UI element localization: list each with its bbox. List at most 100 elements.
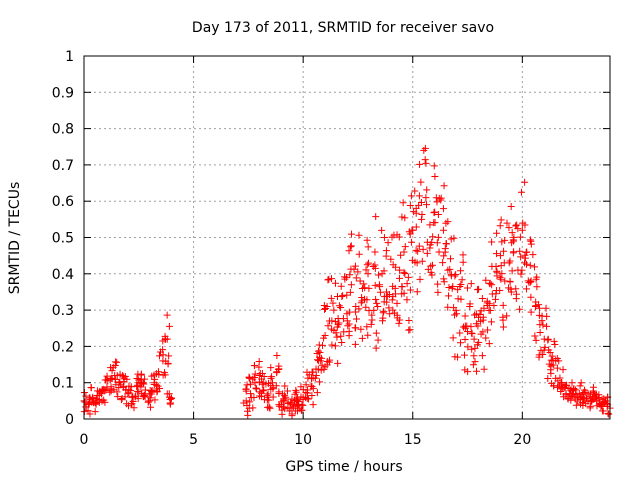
data-point — [503, 312, 511, 320]
data-point — [163, 311, 171, 319]
data-point — [338, 338, 346, 346]
data-point — [333, 333, 341, 341]
data-point — [531, 302, 539, 310]
data-point — [152, 381, 160, 389]
data-point — [392, 263, 400, 271]
data-point — [431, 208, 439, 216]
data-point — [161, 371, 169, 379]
data-point — [397, 251, 405, 259]
data-point — [268, 373, 276, 381]
data-point — [471, 344, 479, 352]
data-point — [543, 312, 551, 320]
data-point — [570, 384, 578, 392]
data-point — [376, 283, 384, 291]
data-point — [341, 275, 349, 283]
data-point — [484, 326, 492, 334]
data-point — [553, 364, 561, 372]
data-point — [447, 235, 455, 243]
data-point — [457, 267, 465, 275]
data-point — [466, 302, 474, 310]
data-point — [144, 398, 152, 406]
data-point — [418, 257, 426, 265]
data-point — [444, 303, 452, 311]
data-point — [416, 275, 424, 283]
data-point — [451, 272, 459, 280]
data-point — [267, 374, 275, 382]
data-point — [478, 352, 486, 360]
data-point — [308, 391, 316, 399]
data-point — [249, 404, 257, 412]
data-point — [102, 386, 110, 394]
data-point — [324, 276, 332, 284]
chart-title: Day 173 of 2011, SRMTID for receiver sav… — [192, 20, 494, 36]
data-point — [418, 215, 426, 223]
data-point — [364, 331, 372, 339]
data-point — [415, 201, 423, 209]
data-point — [468, 330, 476, 338]
data-point — [251, 370, 259, 378]
data-point — [448, 284, 456, 292]
data-point — [328, 325, 336, 333]
data-point — [108, 367, 116, 375]
data-point — [401, 214, 409, 222]
data-point — [141, 386, 149, 394]
data-point — [281, 405, 289, 413]
data-point — [437, 194, 445, 202]
data-point — [365, 284, 373, 292]
y-tick-label: 0.4 — [52, 267, 74, 283]
data-point — [127, 387, 135, 395]
data-point — [360, 280, 368, 288]
data-point — [419, 245, 427, 253]
data-point — [155, 385, 163, 393]
data-point — [454, 353, 462, 361]
data-point — [362, 266, 370, 274]
data-point — [383, 298, 391, 306]
data-point — [406, 202, 414, 210]
data-point — [265, 403, 273, 411]
data-point — [140, 391, 148, 399]
data-point — [440, 278, 448, 286]
data-point — [487, 318, 495, 326]
data-point — [464, 328, 472, 336]
data-point — [133, 375, 141, 383]
data-point — [439, 259, 447, 267]
data-point — [544, 335, 552, 343]
data-point — [395, 233, 403, 241]
x-tick-label: 10 — [294, 432, 312, 448]
data-point — [568, 379, 576, 387]
data-point — [576, 382, 584, 390]
data-point — [446, 265, 454, 273]
data-point — [371, 248, 379, 256]
data-point — [404, 273, 412, 281]
data-point — [287, 399, 295, 407]
data-point — [485, 340, 493, 348]
data-point — [317, 357, 325, 365]
y-tick-label: 0.6 — [52, 194, 74, 210]
data-point — [267, 364, 275, 372]
data-point — [501, 236, 509, 244]
y-axis-label: SRMTID / TECUs — [7, 182, 23, 295]
data-point — [400, 289, 408, 297]
data-point — [372, 295, 380, 303]
data-point — [498, 270, 506, 278]
data-point — [472, 367, 480, 375]
data-point — [347, 243, 355, 251]
y-tick-label: 0.1 — [52, 376, 74, 392]
data-point — [452, 270, 460, 278]
data-point — [506, 278, 514, 286]
data-point — [117, 396, 125, 404]
data-point — [332, 329, 340, 337]
data-point — [447, 255, 455, 263]
data-point — [423, 201, 431, 209]
data-point — [556, 374, 564, 382]
data-point — [252, 385, 260, 393]
data-point — [491, 295, 499, 303]
data-point — [315, 341, 323, 349]
data-point — [422, 159, 430, 167]
data-point — [146, 397, 154, 405]
data-point — [468, 345, 476, 353]
data-point — [273, 352, 281, 360]
data-point — [482, 276, 490, 284]
data-point — [380, 293, 388, 301]
data-point — [309, 368, 317, 376]
